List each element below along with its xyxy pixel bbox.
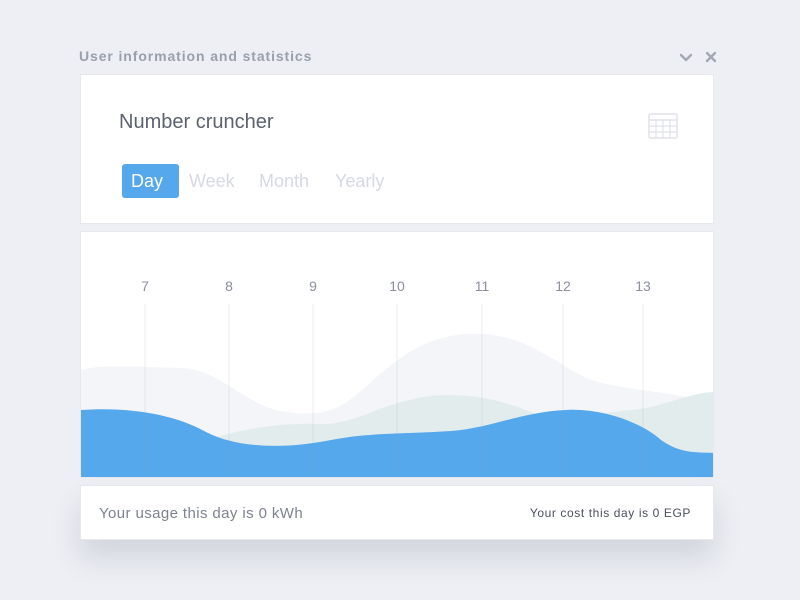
hour-label-12: 12 xyxy=(555,278,571,294)
tab-week[interactable]: Week xyxy=(189,171,235,191)
usage-summary: Your usage this day is 0 kWh xyxy=(99,505,304,522)
usage-chart: 7 8 9 10 11 12 13 xyxy=(80,231,714,478)
hour-label-13: 13 xyxy=(635,278,651,294)
chevron-down-icon[interactable] xyxy=(678,49,694,65)
chart-svg: 7 8 9 10 11 12 13 xyxy=(81,278,713,477)
tab-yearly[interactable]: Yearly xyxy=(335,171,385,191)
hour-label-8: 8 xyxy=(225,278,233,294)
close-icon[interactable] xyxy=(703,49,719,65)
card-title: Number cruncher xyxy=(119,111,274,133)
tab-day[interactable]: Day xyxy=(122,164,179,198)
hour-label-7: 7 xyxy=(141,278,149,294)
gridlines xyxy=(144,304,644,477)
widget-title: User information and statistics xyxy=(79,48,313,64)
hour-label-11: 11 xyxy=(475,278,490,294)
widget-header: User information and statistics xyxy=(79,47,717,67)
summary-footer: Your usage this day is 0 kWh Your cost t… xyxy=(80,485,714,540)
hour-label-10: 10 xyxy=(389,278,405,294)
table-icon[interactable] xyxy=(648,113,678,139)
hour-label-9: 9 xyxy=(309,278,317,294)
hour-labels: 7 8 9 10 11 12 13 xyxy=(141,278,651,294)
area-series-front xyxy=(81,409,713,477)
cost-summary: Your cost this day is 0 EGP xyxy=(529,506,691,520)
number-cruncher-card: Number cruncher Day Week Month Yearly xyxy=(80,74,714,224)
tab-month[interactable]: Month xyxy=(259,171,310,191)
